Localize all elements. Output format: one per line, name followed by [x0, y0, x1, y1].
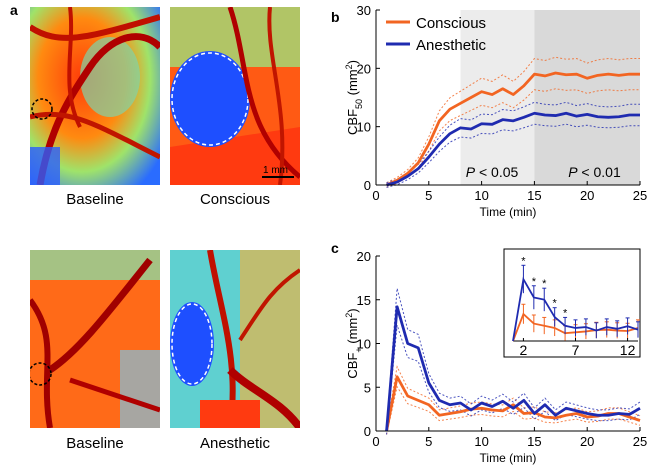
b-y-tick-label: 20: [357, 61, 371, 76]
b-anesthetic-bound-0: [386, 101, 640, 184]
c-y-tick-label: 20: [357, 249, 371, 264]
panel-b-letter: b: [331, 9, 340, 25]
b-legend-label-conscious: Conscious: [416, 15, 486, 32]
c-conscious-bound-1: [386, 385, 641, 435]
c-y-tick-label: 5: [364, 380, 371, 395]
b-annotation-p01: P < 0.01: [568, 164, 621, 180]
b-x-tick-label: 0: [372, 188, 379, 203]
b-y-tick-label: 30: [357, 3, 371, 18]
panel-c-letter: c: [331, 240, 339, 256]
c-y-label: CBF+ (mm2): [344, 308, 364, 378]
panel-a-letter: a: [10, 2, 18, 18]
b-conscious-line: [385, 71, 640, 187]
b-shade-p01: [534, 10, 640, 185]
b-x-tick-label: 20: [580, 188, 594, 203]
b-anesthetic-bound-1: [386, 123, 640, 188]
c-x-tick-label: 25: [633, 434, 647, 449]
c-y-tick-label: 15: [357, 293, 371, 308]
anesthetic-image: [170, 250, 300, 428]
b-annotation-p05: P < 0.05: [466, 164, 519, 180]
c-inset-x-tick-label: 2: [520, 342, 528, 358]
b-legend-label-anesthetic: Anesthetic: [416, 37, 487, 54]
b-y-label: CBF50 (mm2): [344, 60, 364, 135]
b-conscious-bound-0: [386, 56, 640, 184]
b-x-tick-label: 15: [527, 188, 541, 203]
baseline-image-bottom: [30, 250, 160, 428]
caption-baseline-top: Baseline: [66, 191, 124, 208]
c-inset-significance-marker: *: [521, 255, 526, 267]
c-x-tick-label: 10: [474, 434, 488, 449]
c-anesthetic-bound-0: [386, 288, 641, 428]
c-inset-significance-marker: *: [563, 307, 568, 319]
c-conscious-bound-0: [386, 365, 641, 428]
b-x-tick-label: 10: [474, 188, 488, 203]
c-inset-significance-marker: *: [553, 298, 558, 310]
b-y-tick-label: 10: [357, 120, 371, 135]
c-inset-anesthetic-line: [512, 276, 639, 342]
baseline-image-top: [30, 7, 160, 185]
scale-bar-label: 1 mm: [263, 165, 288, 176]
caption-anesthetic: Anesthetic: [199, 435, 271, 452]
b-anesthetic-line: [386, 111, 640, 187]
c-anesthetic-line: [385, 305, 641, 432]
b-y-tick-label: 0: [364, 178, 371, 193]
c-y-tick-label: 10: [357, 337, 371, 352]
c-inset-frame: [503, 248, 641, 358]
b-x-label: Time (min): [480, 205, 537, 219]
b-x-tick-label: 25: [633, 188, 647, 203]
c-x-tick-label: 0: [372, 434, 379, 449]
c-x-tick-label: 5: [425, 434, 432, 449]
b-x-tick-label: 5: [425, 188, 432, 203]
c-inset-x-tick-label: 7: [572, 342, 580, 358]
caption-baseline-bottom: Baseline: [66, 435, 124, 452]
c-inset-significance-marker: *: [542, 278, 547, 290]
c-x-label: Time (min): [480, 451, 537, 465]
conscious-image: 1 mm: [170, 7, 300, 185]
caption-conscious: Conscious: [199, 191, 271, 208]
c-inset-x-tick-label: 12: [620, 342, 636, 358]
c-x-tick-label: 20: [580, 434, 594, 449]
c-y-tick-label: 0: [364, 424, 371, 439]
c-x-tick-label: 15: [527, 434, 541, 449]
c-conscious-line: [385, 375, 641, 432]
c-inset-significance-marker: *: [532, 276, 537, 288]
